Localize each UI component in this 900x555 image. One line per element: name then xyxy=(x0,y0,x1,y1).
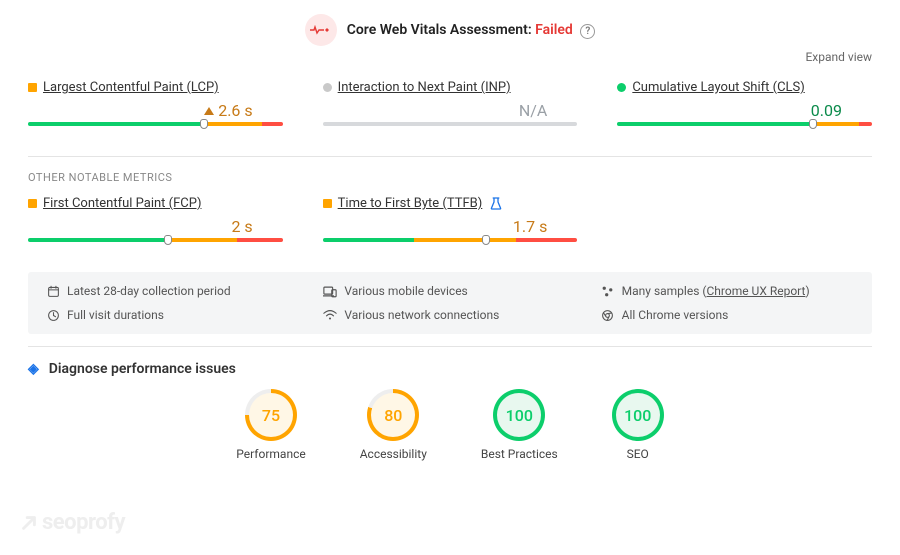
info-chrome: All Chrome versions xyxy=(601,308,854,322)
lcp-status-dot xyxy=(28,83,37,92)
ttfb-name[interactable]: Time to First Byte (TTFB) xyxy=(338,196,483,211)
vitals-icon xyxy=(305,14,337,46)
metric-cls: Cumulative Layout Shift (CLS) 0.09 xyxy=(617,80,872,134)
diagnose-icon: ◈ xyxy=(28,361,39,377)
info-clock: Full visit durations xyxy=(46,308,299,322)
ttfb-status-dot xyxy=(323,199,332,208)
gauge-performance[interactable]: 75 Performance xyxy=(236,389,305,461)
watermark-text: seoprofy xyxy=(42,510,125,535)
cls-distribution-bar xyxy=(617,122,872,134)
fcp-value: 2 s xyxy=(231,217,252,236)
info-text: All Chrome versions xyxy=(622,308,729,322)
watermark: seoprofy xyxy=(20,510,125,535)
lcp-marker xyxy=(200,119,208,129)
chrome-icon xyxy=(601,309,615,322)
cls-value: 0.09 xyxy=(811,101,842,120)
fcp-marker xyxy=(164,235,172,245)
metric-inp: Interaction to Next Paint (INP) N/A xyxy=(323,80,578,134)
cls-status-dot xyxy=(617,83,626,92)
assessment-title-text: Core Web Vitals Assessment: xyxy=(347,22,532,38)
clock-icon xyxy=(46,309,60,322)
info-text: Various network connections xyxy=(344,308,499,322)
seo-score: 100 xyxy=(616,393,660,437)
gauge-accessibility[interactable]: 80 Accessibility xyxy=(360,389,427,461)
info-samples: Many samples (Chrome UX Report) xyxy=(601,284,854,298)
performance-label: Performance xyxy=(236,447,305,461)
performance-gauge-ring: 75 xyxy=(245,389,297,441)
assessment-status: Failed xyxy=(535,22,573,38)
best-practices-score: 100 xyxy=(497,393,541,437)
samples-icon xyxy=(601,285,615,298)
diagnose-section-header[interactable]: ◈ Diagnose performance issues xyxy=(28,361,872,377)
inp-name[interactable]: Interaction to Next Paint (INP) xyxy=(338,80,511,95)
info-text: Various mobile devices xyxy=(344,284,467,298)
ttfb-marker xyxy=(482,235,490,245)
info-devices: Various mobile devices xyxy=(323,284,576,298)
separator-2 xyxy=(28,346,872,347)
fcp-name[interactable]: First Contentful Paint (FCP) xyxy=(43,196,202,211)
info-text: Full visit durations xyxy=(67,308,164,322)
assessment-header: Core Web Vitals Assessment: Failed ? xyxy=(28,14,872,46)
seo-label: SEO xyxy=(627,447,649,461)
chrome-ux-report-link[interactable]: Chrome UX Report xyxy=(706,284,805,298)
other-metrics-label: Other notable metrics xyxy=(28,171,872,184)
expand-view-button[interactable]: Expand view xyxy=(28,50,872,64)
separator xyxy=(28,156,872,157)
metric-fcp: First Contentful Paint (FCP) 2 s xyxy=(28,196,283,250)
inp-distribution-bar xyxy=(323,122,578,134)
wifi-icon xyxy=(323,309,337,321)
best-practices-label: Best Practices xyxy=(481,447,558,461)
devices-icon xyxy=(323,285,337,298)
inp-status-dot xyxy=(323,83,332,92)
accessibility-label: Accessibility xyxy=(360,447,427,461)
metric-lcp: Largest Contentful Paint (LCP) 2.6 s xyxy=(28,80,283,134)
metric-ttfb: Time to First Byte (TTFB) 1.7 s xyxy=(323,196,578,250)
lcp-distribution-bar xyxy=(28,122,283,134)
info-wifi: Various network connections xyxy=(323,308,576,322)
ttfb-value: 1.7 s xyxy=(513,217,547,236)
secondary-metrics: First Contentful Paint (FCP) 2 s Time to F… xyxy=(28,196,872,250)
accessibility-gauge-ring: 80 xyxy=(367,389,419,441)
info-calendar: Latest 28-day collection period xyxy=(46,284,299,298)
inp-value: N/A xyxy=(519,101,547,120)
gauge-seo[interactable]: 100 SEO xyxy=(612,389,664,461)
fcp-distribution-bar xyxy=(28,238,283,250)
lcp-value: 2.6 s xyxy=(218,101,252,120)
flask-icon xyxy=(490,197,502,210)
collection-info-panel: Latest 28-day collection period Various m… xyxy=(28,272,872,334)
cls-marker xyxy=(809,119,817,129)
accessibility-score: 80 xyxy=(371,393,415,437)
gauge-best-practices[interactable]: 100 Best Practices xyxy=(481,389,558,461)
warning-triangle-icon xyxy=(204,107,214,115)
best-practices-gauge-ring: 100 xyxy=(493,389,545,441)
info-text: Latest 28-day collection period xyxy=(67,284,231,298)
ttfb-distribution-bar xyxy=(323,238,578,250)
fcp-status-dot xyxy=(28,199,37,208)
cls-name[interactable]: Cumulative Layout Shift (CLS) xyxy=(632,80,804,95)
info-text: Many samples (Chrome UX Report) xyxy=(622,284,810,298)
lcp-name[interactable]: Largest Contentful Paint (LCP) xyxy=(43,80,219,95)
score-gauges: 75 Performance 80 Accessibility 100 Best Prac… xyxy=(28,389,872,461)
diagnose-label: Diagnose performance issues xyxy=(49,361,236,377)
primary-metrics: Largest Contentful Paint (LCP) 2.6 s Inter… xyxy=(28,80,872,134)
seo-gauge-ring: 100 xyxy=(612,389,664,441)
assessment-title: Core Web Vitals Assessment: Failed ? xyxy=(347,22,596,39)
help-icon[interactable]: ? xyxy=(580,24,595,39)
calendar-icon xyxy=(46,285,60,298)
performance-score: 75 xyxy=(249,393,293,437)
